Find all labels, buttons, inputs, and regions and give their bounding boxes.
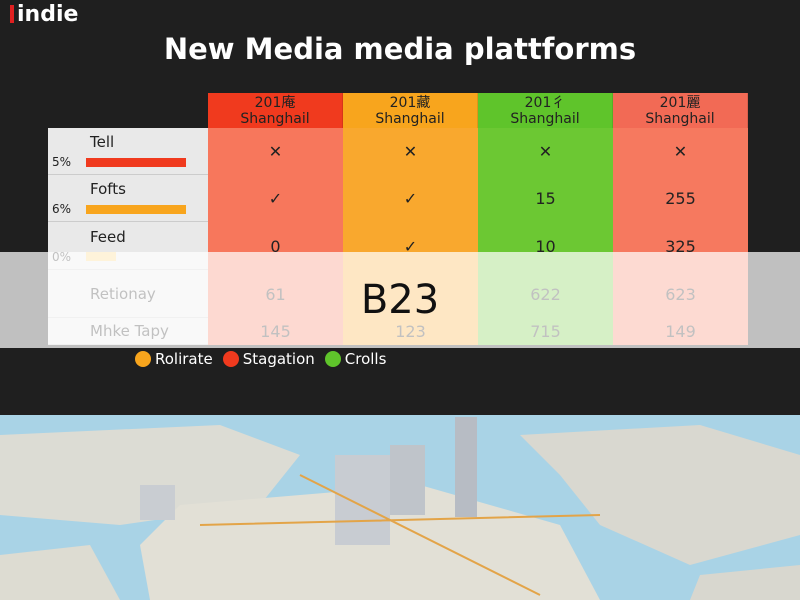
table-cell: ✕: [478, 128, 613, 175]
row-label: Tell 5%: [48, 128, 208, 175]
legend-label: Stagation: [242, 350, 315, 368]
row-name: Feed: [90, 227, 126, 246]
table-cell: ✕: [343, 128, 478, 175]
row-share: 5%: [52, 155, 186, 169]
table-cell: 15: [478, 175, 613, 222]
cell-text: ✕: [268, 142, 283, 161]
column-header: 201彳 Shanghail: [478, 93, 613, 128]
table-cell: ✕: [208, 128, 343, 175]
column-header: 201麗 Shanghail: [613, 93, 748, 128]
legend-label: Crolls: [344, 350, 387, 368]
table-cell: 255: [613, 175, 748, 222]
legend-item: Stagation: [222, 350, 315, 368]
legend-dot: [222, 351, 239, 367]
column-city: Shanghail: [645, 110, 715, 127]
legend-label: Rolirate: [155, 350, 213, 368]
column-year: 201庵: [254, 94, 296, 111]
cell-text: 10: [535, 236, 556, 256]
share-text: 6%: [52, 202, 72, 216]
table-cell: ✕: [613, 128, 748, 175]
column-header: 201庵 Shanghail: [208, 93, 343, 128]
row-label: Fofts 6%: [48, 175, 208, 222]
column-city: Shanghail: [375, 110, 445, 127]
table-cell: ✓: [208, 175, 343, 222]
legend-dot: [135, 351, 151, 367]
column-city: Shanghail: [510, 110, 580, 127]
cell-text: 0: [270, 236, 281, 256]
share-bar: [86, 204, 186, 214]
legend-dot: [324, 351, 341, 367]
title: New Media media plattforms: [163, 32, 637, 66]
row-name: Tell: [90, 133, 115, 151]
legend-item: Rolirate: [135, 350, 213, 368]
cell-text: ✕: [403, 142, 418, 161]
column-city: Shanghail: [240, 110, 310, 127]
column-header: 201藏 Shanghail: [343, 93, 478, 128]
share-text: 5%: [52, 155, 72, 169]
cell-text: ✕: [673, 142, 688, 161]
share-bar: [86, 157, 186, 167]
overlay-banner: B23: [0, 252, 800, 348]
table-cell: ✓: [343, 175, 478, 222]
column-year: 201彳: [524, 94, 566, 111]
column-year: 201藏: [389, 94, 431, 111]
logo-text: indie: [17, 2, 79, 27]
legend: Rolirate Stagation Crolls: [135, 350, 386, 368]
cell-text: 15: [535, 189, 556, 208]
cell-text: 255: [665, 189, 696, 208]
cell-text: ✓: [403, 189, 418, 208]
city-map: [0, 415, 800, 600]
cell-text: ✓: [268, 189, 283, 208]
row-name: Fofts: [90, 180, 126, 198]
cell-text: 325: [665, 236, 696, 256]
cell-text: ✓: [403, 236, 418, 256]
row-share: 6%: [52, 202, 186, 216]
cell-text: ✕: [538, 142, 553, 161]
legend-item: Crolls: [324, 350, 387, 368]
column-year: 201麗: [659, 94, 701, 111]
logo: indie: [10, 2, 78, 27]
